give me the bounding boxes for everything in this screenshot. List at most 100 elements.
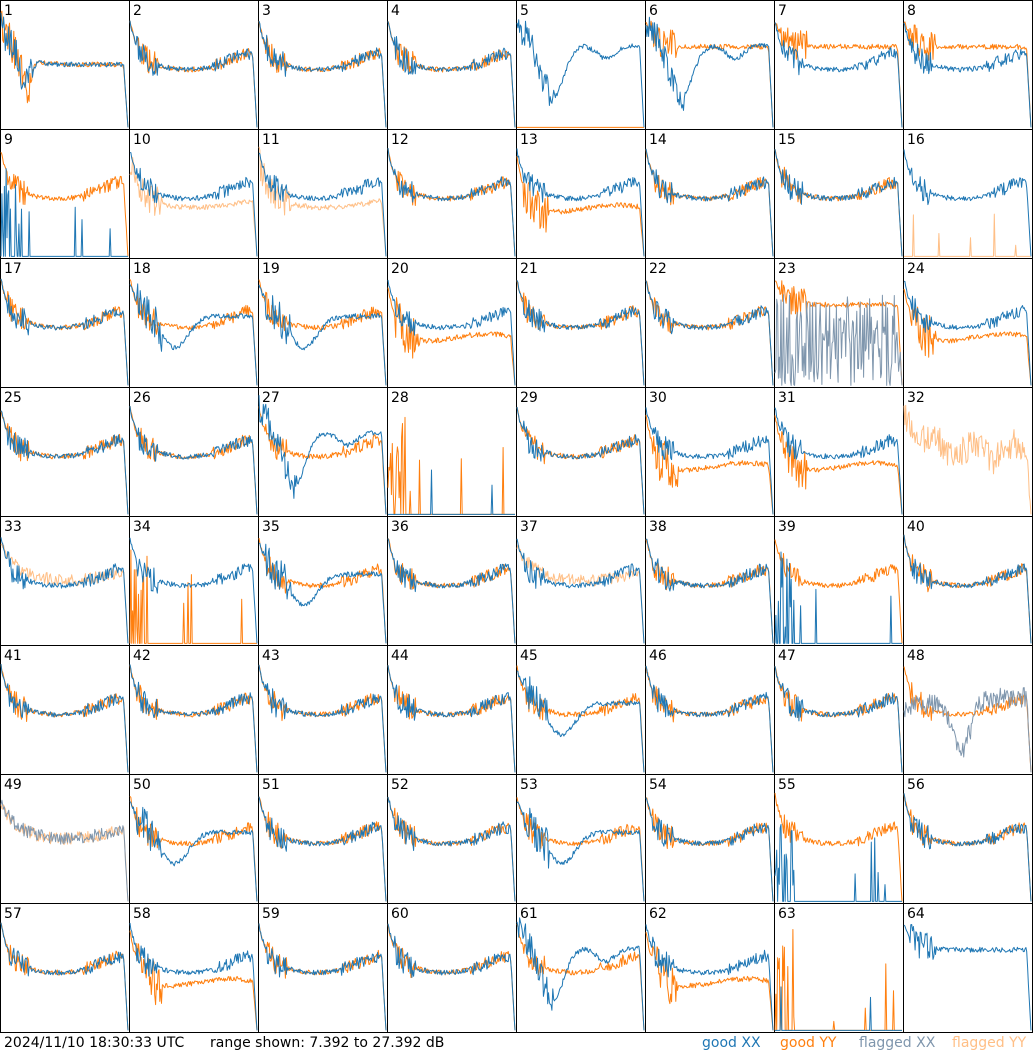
panel-number: 1 <box>4 3 13 19</box>
panel-number: 6 <box>649 3 658 19</box>
panel-11: 11 <box>258 129 388 259</box>
range-label: range shown: 7.392 to 27.392 dB <box>210 1035 445 1051</box>
panel-number: 14 <box>649 132 667 148</box>
panel-64: 64 <box>903 903 1033 1033</box>
series-yy-24 <box>903 288 1032 386</box>
panel-47: 47 <box>774 645 904 775</box>
panel-number: 61 <box>520 906 538 922</box>
panel-45: 45 <box>516 645 646 775</box>
panel-24: 24 <box>903 258 1033 388</box>
panel-number: 50 <box>133 777 151 793</box>
panel-number: 35 <box>262 519 280 535</box>
panel-12: 12 <box>387 129 517 259</box>
series-xx-2 <box>129 20 258 128</box>
series-yy-34 <box>129 549 257 644</box>
panel-number: 12 <box>391 132 409 148</box>
panel-number: 27 <box>262 390 280 406</box>
series-xx-31 <box>774 407 903 515</box>
panel-15: 15 <box>774 129 904 259</box>
panel-number: 39 <box>778 519 796 535</box>
panel-53: 53 <box>516 774 646 904</box>
panel-number: 23 <box>778 261 796 277</box>
panel-57: 57 <box>0 903 130 1033</box>
series-xx-41 <box>0 664 129 773</box>
panel-number: 28 <box>391 390 409 406</box>
panel-26: 26 <box>129 387 259 517</box>
series-xx-50 <box>129 801 258 902</box>
panel-frame <box>129 129 259 259</box>
series-yy-8 <box>903 21 1032 128</box>
legend-flagged-xx: flagged XX <box>859 1033 935 1053</box>
series-xx-48 <box>903 687 1032 773</box>
series-xx-12 <box>387 148 516 257</box>
panel-22: 22 <box>645 258 775 388</box>
panel-number: 32 <box>907 390 925 406</box>
panel-frame <box>645 129 775 259</box>
panel-number: 16 <box>907 132 925 148</box>
panel-50: 50 <box>129 774 259 904</box>
panel-7: 7 <box>774 0 904 130</box>
panel-number: 58 <box>133 906 151 922</box>
panel-number: 52 <box>391 777 409 793</box>
panel-number: 33 <box>4 519 22 535</box>
panel-frame <box>516 645 646 775</box>
series-xx-15 <box>774 149 903 257</box>
series-xx-60 <box>387 923 516 1031</box>
panel-2: 2 <box>129 0 259 130</box>
panel-number: 36 <box>391 519 409 535</box>
panel-frame <box>645 774 775 904</box>
panel-28: 28 <box>387 387 517 517</box>
series-xx-26 <box>129 405 258 515</box>
panel-number: 42 <box>133 648 151 664</box>
panel-number: 22 <box>649 261 667 277</box>
timestamp: 2024/11/10 18:30:33 UTC <box>4 1035 185 1051</box>
series-xx-9 <box>0 168 128 257</box>
panel-number: 15 <box>778 132 796 148</box>
footer: 2024/11/10 18:30:33 UTC range shown: 7.3… <box>0 1033 1033 1053</box>
panel-number: 11 <box>262 132 280 148</box>
panel-1: 1 <box>0 0 130 130</box>
series-xx-49 <box>0 799 129 902</box>
panel-49: 49 <box>0 774 130 904</box>
panel-frame <box>258 645 388 775</box>
series-xx-64 <box>903 924 1032 1031</box>
panel-number: 21 <box>520 261 538 277</box>
panel-6: 6 <box>645 0 775 130</box>
series-yy-9 <box>0 152 129 257</box>
series-xx-25 <box>0 410 129 515</box>
series-xx-38 <box>645 538 774 644</box>
series-xx-28 <box>388 469 515 515</box>
series-xx-53 <box>516 801 645 902</box>
series-xx-6 <box>645 16 774 128</box>
panel-36: 36 <box>387 516 517 646</box>
panel-frame <box>387 258 517 388</box>
series-xx-44 <box>387 665 516 773</box>
panel-frame <box>516 0 646 130</box>
panel-frame <box>387 0 517 130</box>
panel-frame <box>903 903 1033 1033</box>
panel-63: 63 <box>774 903 904 1033</box>
panel-38: 38 <box>645 516 775 646</box>
series-xx-11 <box>258 152 387 257</box>
panel-number: 43 <box>262 648 280 664</box>
series-yy-55 <box>774 792 903 902</box>
panel-frame <box>258 129 388 259</box>
series-xx-21 <box>516 280 645 386</box>
series-yy-30 <box>645 414 774 515</box>
panel-number: 20 <box>391 261 409 277</box>
panel-number: 3 <box>262 3 271 19</box>
series-xx-22 <box>645 280 774 386</box>
panel-3: 3 <box>258 0 388 130</box>
panel-frame <box>258 0 388 130</box>
panel-number: 5 <box>520 3 529 19</box>
panel-frame <box>774 0 904 130</box>
series-xx-57 <box>0 922 129 1031</box>
legend-good-yy-word: good <box>780 1035 815 1051</box>
panel-frame <box>645 258 775 388</box>
panel-number: 54 <box>649 777 667 793</box>
panel-61: 61 <box>516 903 646 1033</box>
panel-number: 47 <box>778 648 796 664</box>
panel-14: 14 <box>645 129 775 259</box>
series-yy-23 <box>774 280 903 386</box>
panel-frame <box>774 129 904 259</box>
